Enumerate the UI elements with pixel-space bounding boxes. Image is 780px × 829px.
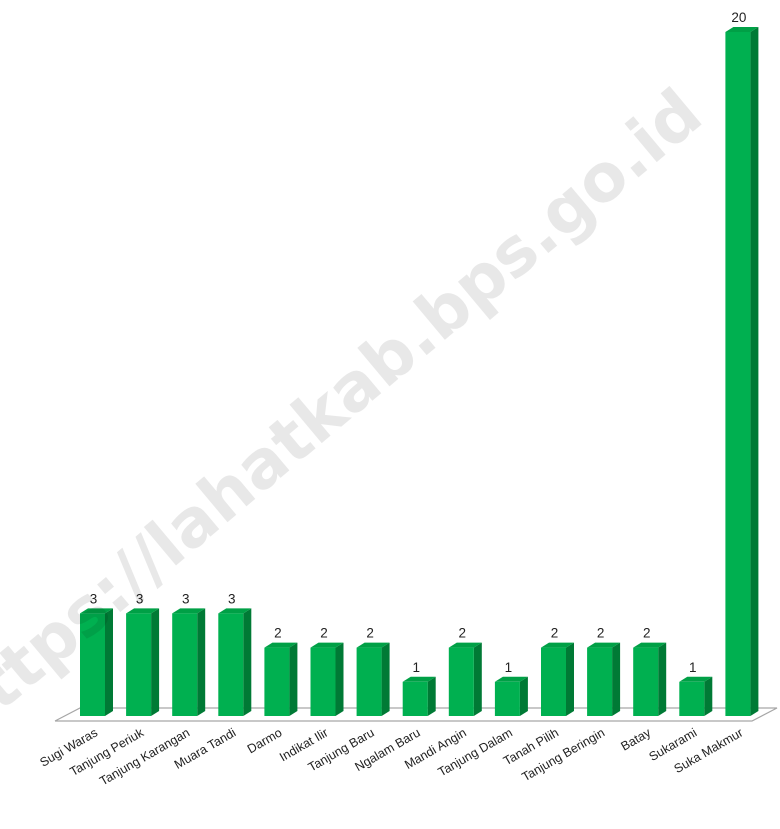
bar-front-face <box>402 681 428 716</box>
bar-top-face <box>356 642 390 648</box>
bar <box>172 608 206 716</box>
bar <box>541 642 574 716</box>
bar-top-face <box>587 642 621 648</box>
bar-side-face <box>750 27 759 716</box>
bar <box>494 676 528 716</box>
bar-top-face <box>172 608 206 614</box>
bar <box>126 608 160 716</box>
bar-side-face <box>289 642 298 716</box>
data-label: 2 <box>643 626 651 641</box>
data-label: 3 <box>228 591 236 606</box>
data-label: 2 <box>459 626 467 641</box>
bar-side-face <box>612 642 621 716</box>
bar-front-face <box>448 647 474 716</box>
bar-top-face <box>310 642 344 648</box>
bar-top-face <box>494 676 528 682</box>
bar <box>356 642 390 716</box>
bar-front-face <box>218 613 244 716</box>
data-label: 3 <box>182 591 190 606</box>
bar-front-face <box>356 647 382 716</box>
bar-side-face <box>151 608 160 716</box>
data-labels: 3 3 3 3 2 2 2 1 2 1 2 2 2 1 20 <box>90 10 747 675</box>
bar-top-face <box>402 676 436 682</box>
bar <box>310 642 344 716</box>
bar-side-face <box>105 608 113 716</box>
bar <box>587 642 621 716</box>
bar-front-face <box>541 647 566 716</box>
bar <box>725 27 759 716</box>
x-tick-label: Batay <box>619 725 654 753</box>
bar-side-face <box>704 676 713 716</box>
data-label: 20 <box>731 10 746 25</box>
floor-outline <box>54 707 778 722</box>
data-label: 2 <box>597 626 605 641</box>
bar <box>448 642 482 716</box>
bar <box>679 676 713 716</box>
bar-side-face <box>566 642 574 716</box>
bar-top-face <box>633 642 667 648</box>
data-label: 2 <box>366 626 374 641</box>
bar-series <box>80 27 759 716</box>
bar <box>402 676 436 716</box>
bar-front-face <box>126 613 152 716</box>
bar-front-face <box>633 647 659 716</box>
chart-floor <box>54 707 778 722</box>
bar-front-face <box>494 681 520 716</box>
bar-front-face <box>679 681 705 716</box>
data-label: 3 <box>90 591 98 606</box>
bar-front-face <box>80 613 105 716</box>
data-label: 1 <box>412 660 420 675</box>
bar <box>218 608 252 716</box>
bar-front-face <box>172 613 198 716</box>
bar <box>80 608 113 716</box>
bar-top-face <box>541 642 574 648</box>
x-tick-label: Tanjung Beringin <box>519 725 607 784</box>
bar-side-face <box>658 642 667 716</box>
bar-side-face <box>197 608 206 716</box>
bar-front-face <box>587 647 613 716</box>
bar-side-face <box>335 642 344 716</box>
data-label: 2 <box>320 626 328 641</box>
bar-side-face <box>381 642 390 716</box>
bar-side-face <box>519 676 528 716</box>
bar-top-face <box>264 642 298 648</box>
bar-top-face <box>126 608 160 614</box>
data-label: 2 <box>274 626 282 641</box>
bar <box>633 642 667 716</box>
bar-front-face <box>310 647 336 716</box>
data-label: 2 <box>551 626 559 641</box>
bar-side-face <box>427 676 436 716</box>
data-label: 1 <box>689 660 697 675</box>
bar-top-face <box>80 608 113 614</box>
data-label: 3 <box>136 591 144 606</box>
bar-front-face <box>264 647 290 716</box>
bar-front-face <box>725 32 751 716</box>
data-label: 1 <box>505 660 513 675</box>
bar-side-face <box>243 608 252 716</box>
bar-top-face <box>679 676 713 682</box>
bar-top-face <box>448 642 482 648</box>
bar-side-face <box>473 642 482 716</box>
bar-top-face <box>725 27 759 32</box>
bar <box>264 642 298 716</box>
bar-top-face <box>218 608 252 614</box>
